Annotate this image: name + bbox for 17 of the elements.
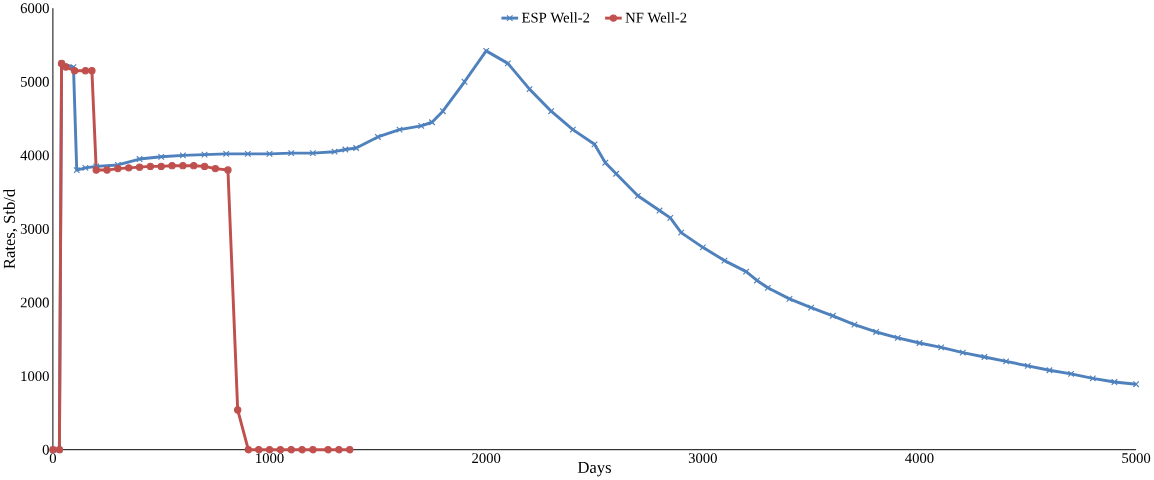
x-tick-label: 0 bbox=[49, 453, 57, 464]
legend-label: NF Well-2 bbox=[625, 12, 687, 23]
x-tick-label: 1000 bbox=[256, 453, 284, 464]
y-tick-label: 2000 bbox=[20, 297, 49, 308]
x-axis-title: Days bbox=[577, 462, 611, 477]
y-tick-label: 1000 bbox=[21, 371, 49, 382]
x-tick-label: 4000 bbox=[905, 453, 934, 464]
y-tick-label: 0 bbox=[42, 444, 49, 455]
y-tick-label: 6000 bbox=[20, 3, 49, 14]
x-tick-label: 5000 bbox=[1122, 453, 1151, 464]
y-tick-label: 3000 bbox=[20, 224, 49, 235]
legend-label: ESP Well-2 bbox=[521, 12, 590, 23]
x-tick-label: 2000 bbox=[472, 453, 501, 464]
y-axis-title: Rates, Stb/d bbox=[3, 189, 18, 269]
x-tick-label: 3000 bbox=[688, 453, 717, 464]
y-tick-label: 5000 bbox=[21, 77, 49, 87]
y-tick-label: 4000 bbox=[20, 150, 49, 161]
